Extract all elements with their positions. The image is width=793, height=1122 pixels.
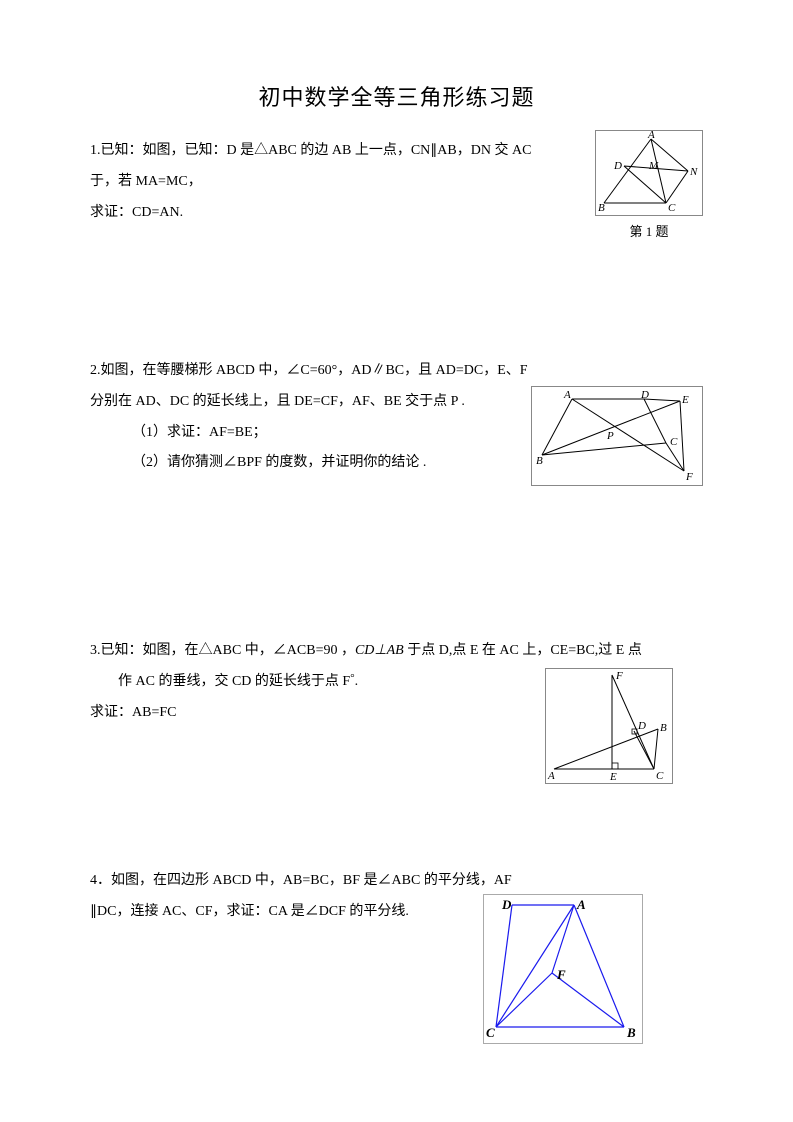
svg-text:E: E [681, 394, 689, 406]
p1-figure: A B C D M N [595, 130, 703, 216]
p3-l1c: 于点 D,点 E 在 AC 上，CE=BC,过 E 点 [404, 643, 642, 658]
p3-l1a: 3.已知：如图，在△ABC 中，∠ACB= [90, 643, 323, 658]
p4-figure: D A C B F [483, 894, 643, 1044]
p2-diagram: A D E B C F P [532, 387, 702, 485]
svg-text:P: P [606, 430, 614, 442]
p3-deg: ° [350, 672, 354, 684]
svg-text:E: E [609, 771, 617, 783]
svg-text:F: F [556, 967, 566, 982]
problem-1: 1.已知：如图，已知：D 是△ABC 的边 AB 上一点，CN∥AB，DN 交 … [90, 136, 703, 296]
p1-caption: 第 1 题 [595, 218, 703, 247]
svg-text:A: A [547, 770, 555, 782]
svg-text:D: D [640, 389, 649, 401]
svg-text:D: D [613, 160, 622, 172]
p4-line1: 4．如图，在四边形 ABCD 中，AB=BC，BF 是∠ABC 的平分线，AF [90, 866, 703, 897]
p3-l1b: ， [337, 643, 355, 658]
svg-text:C: C [486, 1025, 495, 1040]
svg-text:B: B [598, 202, 605, 214]
p2-figure: A D E B C F P [531, 386, 703, 486]
svg-text:C: C [668, 202, 676, 214]
p3-figure-wrap: A C B E F D [545, 668, 673, 784]
p3-line1: 3.已知：如图，在△ABC 中，∠ACB=90 ，CD⊥AB 于点 D,点 E … [90, 636, 703, 667]
p3-cdab: CD⊥AB [355, 643, 404, 658]
svg-text:D: D [501, 897, 512, 912]
svg-text:A: A [647, 131, 655, 141]
svg-text:A: A [576, 897, 586, 912]
svg-text:N: N [689, 166, 698, 178]
svg-text:F: F [685, 471, 693, 483]
page: 初中数学全等三角形练习题 1.已知：如图，已知：D 是△ABC 的边 AB 上一… [0, 0, 793, 1122]
svg-text:F: F [615, 670, 623, 682]
p1-diagram: A B C D M N [596, 131, 702, 215]
problem-3: 3.已知：如图，在△ABC 中，∠ACB=90 ，CD⊥AB 于点 D,点 E … [90, 636, 703, 806]
p1-figure-wrap: A B C D M N 第 1 题 [595, 130, 703, 247]
p2-figure-wrap: A D E B C F P [531, 386, 703, 486]
svg-text:C: C [670, 436, 678, 448]
p4-diagram: D A C B F [484, 895, 642, 1043]
svg-text:D: D [637, 720, 646, 732]
problem-2: 2.如图，在等腰梯形 ABCD 中，∠C=60°，AD∥BC，且 AD=DC，E… [90, 356, 703, 556]
svg-text:M: M [648, 160, 659, 172]
p3-diagram: A C B E F D [546, 669, 672, 783]
svg-text:B: B [626, 1025, 636, 1040]
svg-text:B: B [536, 455, 543, 467]
p3-l2-text: 作 AC 的垂线，交 CD 的延长线于点 F [118, 674, 350, 689]
p3-l2end: . [355, 674, 359, 689]
page-title: 初中数学全等三角形练习题 [90, 80, 703, 112]
problem-4: 4．如图，在四边形 ABCD 中，AB=BC，BF 是∠ABC 的平分线，AF … [90, 866, 703, 1046]
p3-angle: 90 [323, 643, 337, 658]
svg-text:C: C [656, 770, 664, 782]
p4-figure-wrap: D A C B F [483, 894, 643, 1044]
svg-text:B: B [660, 722, 667, 734]
p3-figure: A C B E F D [545, 668, 673, 784]
svg-text:A: A [563, 389, 571, 401]
p2-line1: 2.如图，在等腰梯形 ABCD 中，∠C=60°，AD∥BC，且 AD=DC，E… [90, 356, 703, 387]
